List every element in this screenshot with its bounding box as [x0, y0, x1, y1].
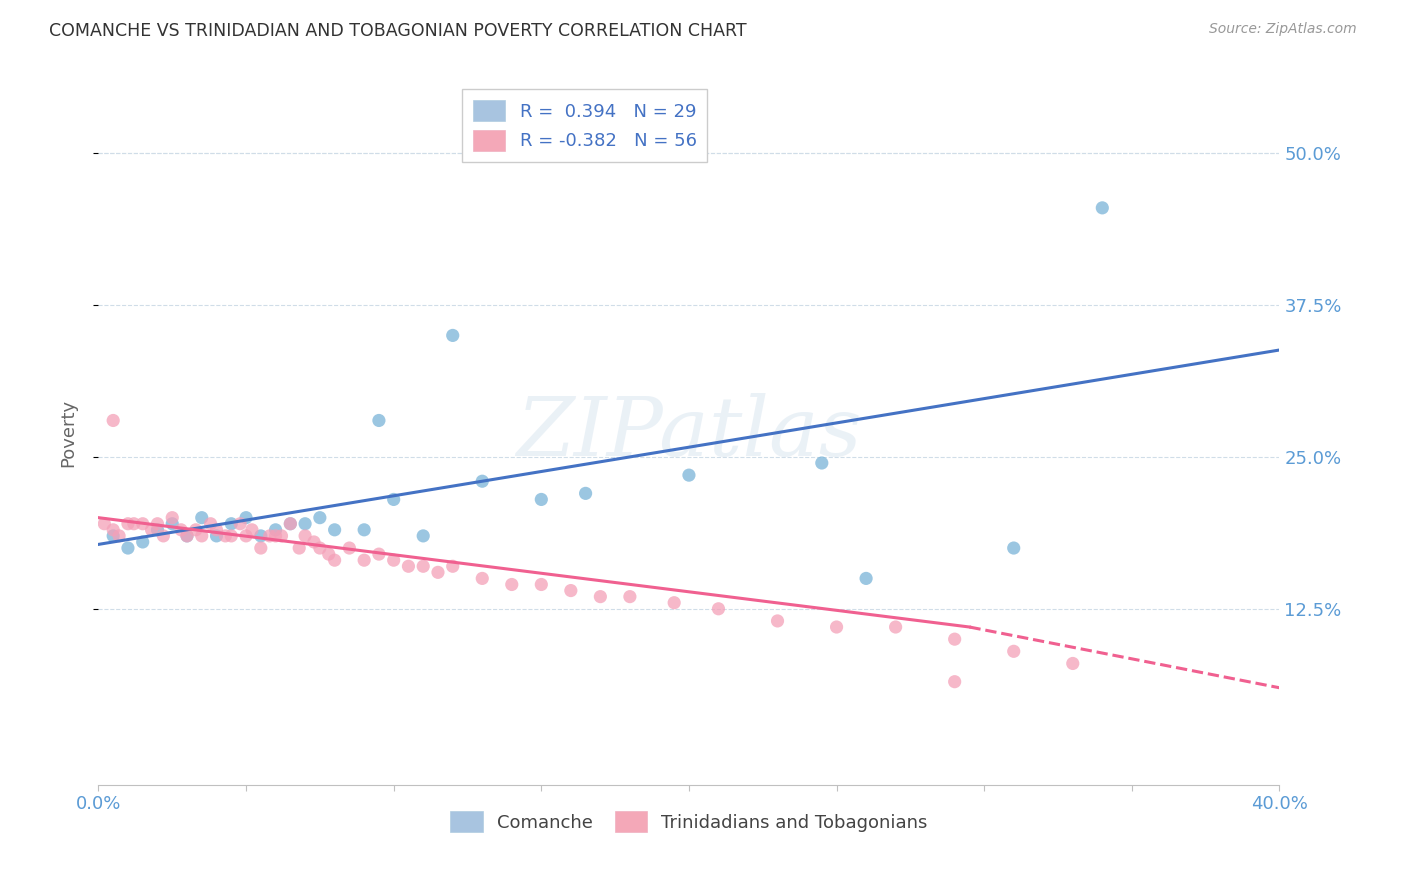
Point: [1002, 541, 1025, 555]
Text: COMANCHE VS TRINIDADIAN AND TOBAGONIAN POVERTY CORRELATION CHART: COMANCHE VS TRINIDADIAN AND TOBAGONIAN P…: [49, 22, 747, 40]
Point: [132, 535, 155, 549]
Point: [368, 547, 391, 561]
Point: [323, 553, 346, 567]
Point: [176, 529, 198, 543]
Point: [152, 529, 174, 543]
Point: [339, 541, 361, 555]
Point: [1091, 201, 1114, 215]
Point: [1002, 644, 1025, 658]
Point: [280, 516, 302, 531]
Point: [501, 577, 523, 591]
Point: [294, 516, 316, 531]
Point: [122, 516, 145, 531]
Point: [707, 601, 730, 615]
Point: [302, 535, 325, 549]
Point: [412, 529, 434, 543]
Point: [191, 529, 214, 543]
Point: [117, 541, 139, 555]
Point: [162, 516, 183, 531]
Point: [200, 516, 222, 531]
Point: [294, 529, 316, 543]
Point: [141, 523, 163, 537]
Point: [108, 529, 131, 543]
Point: [103, 413, 125, 427]
Point: [441, 328, 464, 343]
Point: [884, 620, 907, 634]
Point: [589, 590, 612, 604]
Point: [205, 529, 228, 543]
Point: [170, 523, 193, 537]
Point: [530, 492, 553, 507]
Point: [943, 674, 966, 689]
Text: Source: ZipAtlas.com: Source: ZipAtlas.com: [1209, 22, 1357, 37]
Point: [235, 510, 257, 524]
Point: [766, 614, 789, 628]
Point: [678, 468, 700, 483]
Point: [288, 541, 311, 555]
Point: [575, 486, 598, 500]
Point: [250, 529, 273, 543]
Point: [117, 516, 139, 531]
Point: [93, 516, 115, 531]
Point: [943, 632, 966, 647]
Point: [664, 596, 686, 610]
Point: [184, 523, 207, 537]
Legend: Comanche, Trinidadians and Tobagonians: Comanche, Trinidadians and Tobagonians: [443, 804, 935, 839]
Point: [825, 620, 848, 634]
Point: [353, 553, 375, 567]
Point: [280, 516, 302, 531]
Point: [259, 529, 281, 543]
Point: [318, 547, 340, 561]
Point: [368, 413, 391, 427]
Point: [382, 553, 405, 567]
Text: ZIPatlas: ZIPatlas: [516, 392, 862, 473]
Point: [270, 529, 292, 543]
Point: [855, 571, 877, 585]
Point: [427, 566, 450, 580]
Point: [176, 529, 198, 543]
Point: [205, 523, 228, 537]
Point: [162, 510, 183, 524]
Point: [412, 559, 434, 574]
Point: [471, 474, 494, 488]
Point: [132, 516, 155, 531]
Point: [214, 529, 236, 543]
Point: [240, 523, 263, 537]
Point: [221, 529, 243, 543]
Point: [1062, 657, 1084, 671]
Point: [530, 577, 553, 591]
Point: [471, 571, 494, 585]
Point: [229, 516, 252, 531]
Point: [353, 523, 375, 537]
Point: [264, 529, 287, 543]
Point: [441, 559, 464, 574]
Point: [309, 541, 332, 555]
Point: [103, 523, 125, 537]
Point: [323, 523, 346, 537]
Point: [810, 456, 832, 470]
Point: [221, 516, 243, 531]
Point: [309, 510, 332, 524]
Point: [146, 516, 169, 531]
Point: [619, 590, 641, 604]
Y-axis label: Poverty: Poverty: [59, 399, 77, 467]
Point: [235, 529, 257, 543]
Point: [382, 492, 405, 507]
Point: [103, 529, 125, 543]
Point: [146, 523, 169, 537]
Point: [398, 559, 420, 574]
Point: [250, 541, 273, 555]
Point: [191, 510, 214, 524]
Point: [264, 523, 287, 537]
Point: [560, 583, 582, 598]
